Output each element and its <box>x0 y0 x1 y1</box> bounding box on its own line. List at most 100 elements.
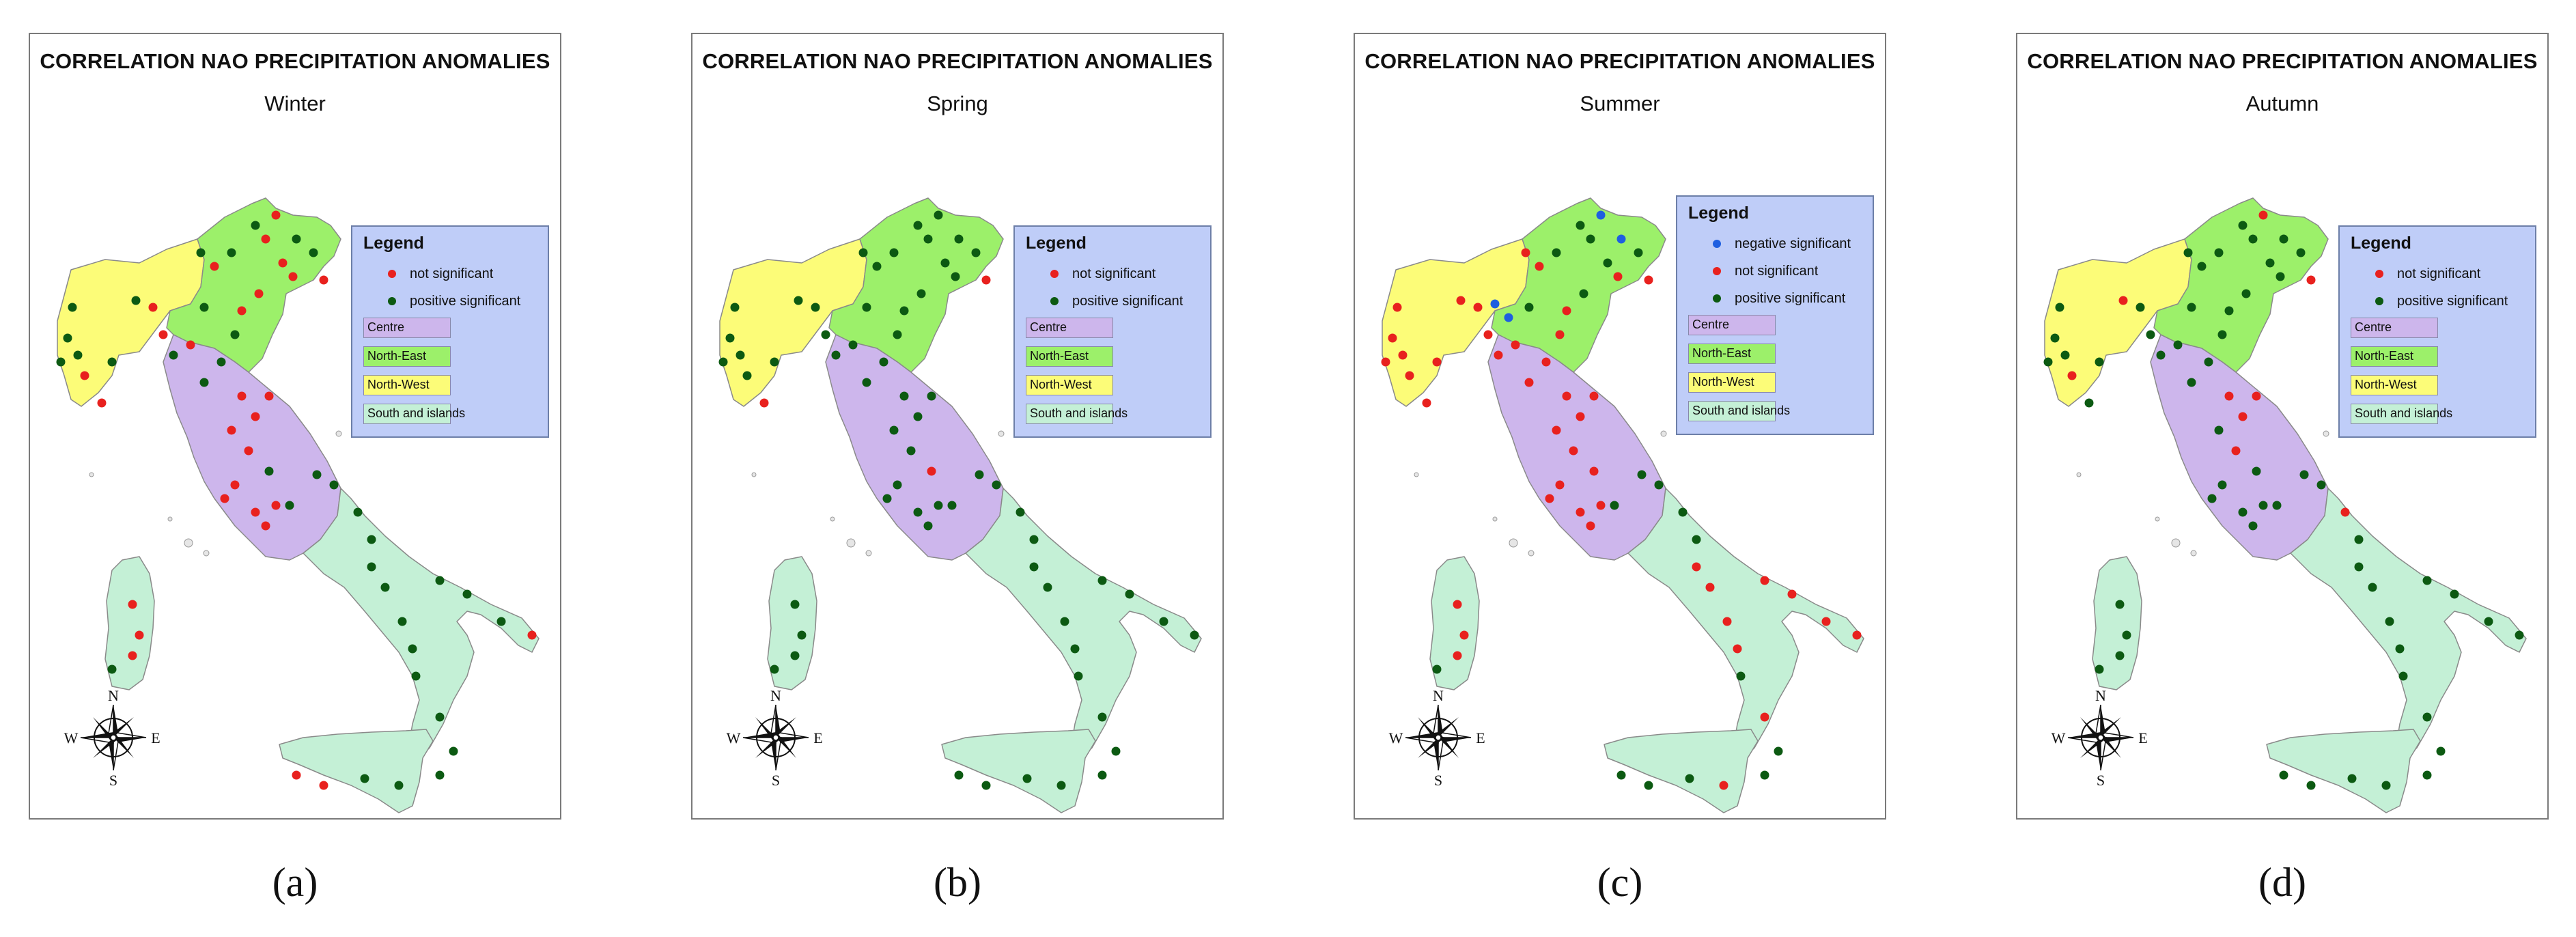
station-positive-significant <box>2279 770 2288 780</box>
station-positive-significant <box>2306 781 2316 790</box>
station-positive-significant <box>2060 350 2070 360</box>
station-not-significant <box>1760 576 1769 585</box>
legend-item-not-significant: not significant <box>2347 260 2528 288</box>
station-positive-significant <box>923 521 933 531</box>
season-label: Autumn <box>2245 92 2319 115</box>
station-positive-significant <box>360 774 369 783</box>
station-positive-significant <box>367 535 376 544</box>
station-not-significant <box>148 303 158 312</box>
compass-east-label: E <box>813 729 822 746</box>
station-positive-significant <box>831 350 841 360</box>
station-positive-significant <box>2183 248 2193 257</box>
station-not-significant <box>1473 303 1483 312</box>
station-not-significant <box>237 306 247 316</box>
station-not-significant <box>97 398 107 408</box>
station-positive-significant <box>1552 248 1561 257</box>
station-positive-significant <box>879 357 888 367</box>
italy-map: N S E W <box>2043 197 2527 813</box>
station-positive-significant <box>889 248 899 257</box>
compass-east-label: E <box>1476 729 1485 746</box>
station-positive-significant <box>730 303 740 312</box>
station-positive-significant <box>2422 712 2432 722</box>
compass-rose-icon <box>80 704 147 771</box>
station-positive-significant <box>68 303 77 312</box>
station-not-significant <box>1596 501 1606 510</box>
station-not-significant <box>1453 600 1462 609</box>
station-positive-significant <box>2347 774 2357 783</box>
station-positive-significant <box>2248 521 2258 531</box>
station-not-significant <box>1555 330 1565 339</box>
legend-region-north-west: North-West <box>359 375 541 401</box>
station-positive-significant <box>2217 480 2227 490</box>
legend-region-centre: Centre <box>2347 318 2528 344</box>
station-positive-significant <box>858 248 868 257</box>
station-positive-significant <box>2450 589 2459 599</box>
station-positive-significant <box>1644 781 1653 790</box>
station-positive-significant <box>1637 470 1647 479</box>
panel-title: CORRELATION NAO PRECIPITATION ANOMALIES <box>702 49 1213 73</box>
station-positive-significant <box>1022 774 1032 783</box>
small-island <box>1414 472 1419 477</box>
station-positive-significant <box>1692 535 1701 544</box>
station-not-significant <box>261 234 270 244</box>
station-not-significant <box>135 630 144 640</box>
red-dot-icon <box>2375 270 2383 278</box>
region-nw <box>2044 238 2192 407</box>
station-not-significant <box>1613 272 1623 281</box>
station-not-significant <box>1381 357 1390 367</box>
station-not-significant <box>759 398 769 408</box>
legend-title: Legend <box>1688 204 1749 223</box>
station-positive-significant <box>794 296 803 305</box>
map-panel-autumn: CORRELATION NAO PRECIPITATION ANOMALIES … <box>2016 33 2549 820</box>
station-not-significant <box>2224 391 2234 401</box>
station-positive-significant <box>1097 712 1107 722</box>
small-island <box>203 550 210 557</box>
station-positive-significant <box>1056 781 1066 790</box>
station-positive-significant <box>397 617 407 626</box>
station-positive-significant <box>2043 357 2053 367</box>
station-positive-significant <box>2217 330 2227 339</box>
station-not-significant <box>251 507 260 517</box>
legend-region-south-islands: South and islands <box>359 404 541 430</box>
station-not-significant <box>2258 210 2268 220</box>
station-positive-significant <box>1111 746 1121 756</box>
compass-north-label: N <box>2095 687 2106 704</box>
station-positive-significant <box>1043 583 1052 592</box>
compass-north-label: N <box>770 687 781 704</box>
station-not-significant <box>237 391 247 401</box>
small-island <box>751 472 757 477</box>
station-positive-significant <box>981 781 991 790</box>
station-positive-significant <box>906 446 916 456</box>
station-positive-significant <box>899 306 909 316</box>
station-negative-significant <box>1596 210 1606 220</box>
station-not-significant <box>2238 412 2248 421</box>
legend-region-north-east: North-East <box>1022 346 1203 372</box>
station-not-significant <box>1392 303 1402 312</box>
station-positive-significant <box>309 248 318 257</box>
station-positive-significant <box>893 480 902 490</box>
station-positive-significant <box>947 501 957 510</box>
small-island <box>167 516 173 522</box>
panel-title: CORRELATION NAO PRECIPITATION ANOMALIES <box>2027 49 2538 73</box>
station-positive-significant <box>1634 248 1643 257</box>
station-not-significant <box>254 289 264 298</box>
station-positive-significant <box>2084 398 2094 408</box>
station-positive-significant <box>2316 480 2326 490</box>
station-positive-significant <box>940 258 950 268</box>
station-positive-significant <box>882 494 892 503</box>
region-so1 <box>303 488 540 762</box>
station-not-significant <box>271 210 281 220</box>
compass-east-label: E <box>151 729 160 746</box>
station-positive-significant <box>2368 583 2377 592</box>
station-not-significant <box>1733 644 1742 654</box>
station-positive-significant <box>2354 562 2364 572</box>
station-positive-significant <box>2436 746 2446 756</box>
compass-west-label: W <box>727 729 741 746</box>
compass-south-label: S <box>772 772 780 789</box>
station-positive-significant <box>1074 671 1083 681</box>
legend-item-not-significant: not significant <box>359 260 541 288</box>
station-not-significant <box>2067 371 2077 380</box>
station-not-significant <box>1586 521 1595 531</box>
station-positive-significant <box>2238 221 2248 230</box>
station-positive-significant <box>2187 378 2196 387</box>
